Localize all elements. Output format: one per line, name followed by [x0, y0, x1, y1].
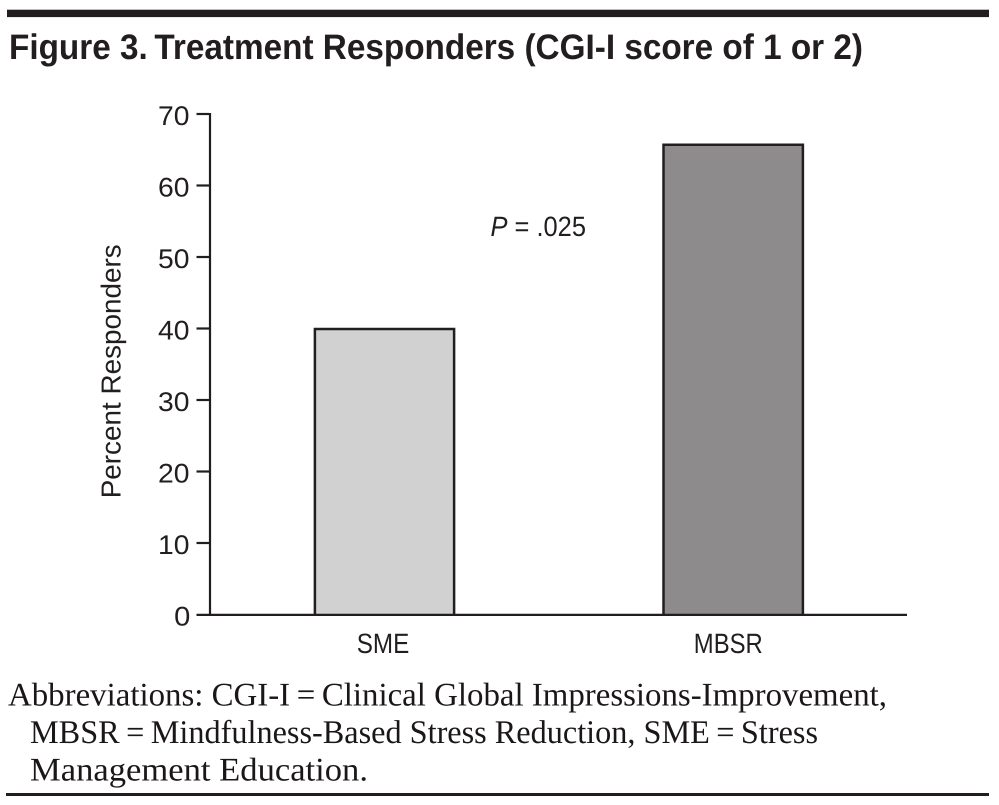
svg-text:70: 70 — [158, 101, 190, 131]
svg-text:Figure 3. Treatment Responders: Figure 3. Treatment Responders (CGI-I sc… — [9, 27, 863, 67]
svg-text:0: 0 — [174, 602, 190, 632]
svg-text:20: 20 — [158, 459, 190, 489]
svg-text:MBSR = Mindfulness-Based Stres: MBSR = Mindfulness-Based Stress Reductio… — [30, 715, 818, 751]
svg-text:SME: SME — [357, 628, 410, 659]
svg-text:Abbreviations: CGI-I = Clinica: Abbreviations: CGI-I = Clinical Global I… — [8, 678, 887, 714]
svg-text:50: 50 — [158, 244, 190, 274]
svg-text:MBSR: MBSR — [694, 628, 763, 659]
svg-text:P = .025: P = .025 — [491, 211, 587, 242]
svg-text:40: 40 — [158, 316, 190, 346]
svg-text:10: 10 — [158, 530, 190, 560]
svg-text:Management Education.: Management Education. — [30, 753, 368, 789]
svg-text:Percent Responders: Percent Responders — [96, 244, 127, 498]
svg-text:60: 60 — [158, 173, 190, 203]
svg-text:30: 30 — [158, 387, 190, 417]
